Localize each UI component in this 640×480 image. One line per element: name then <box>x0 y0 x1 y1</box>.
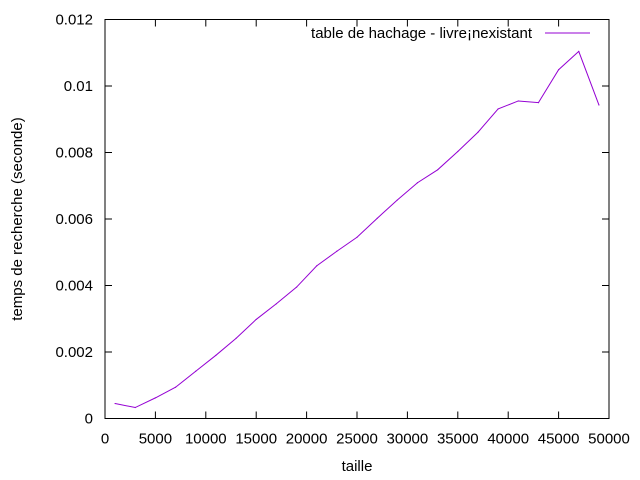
y-tick-label: 0.008 <box>55 145 93 162</box>
x-tick-label: 10000 <box>185 431 227 448</box>
data-point <box>275 303 277 305</box>
series-line <box>114 50 600 409</box>
data-point <box>416 182 419 184</box>
y-axis-label: temps de recherche (seconde) <box>9 117 26 320</box>
data-point <box>215 354 217 356</box>
data-point <box>578 50 580 53</box>
x-tick-label: 45000 <box>538 431 580 448</box>
data-point <box>174 386 177 388</box>
x-tick-label: 35000 <box>437 431 479 448</box>
data-point <box>376 217 378 219</box>
x-tick-label: 5000 <box>139 431 172 448</box>
plot-frame <box>104 19 610 419</box>
x-tick-label: 20000 <box>286 431 328 448</box>
y-tick-label: 0 <box>85 411 93 428</box>
y-tick-label: 0.01 <box>64 78 93 95</box>
data-point <box>336 250 338 252</box>
y-axis-ticks: 0 0.002 0.004 0.006 0.008 0.01 0.012 <box>55 12 609 428</box>
data-point <box>316 265 318 267</box>
data-point <box>537 102 540 104</box>
x-axis-ticks: 0 5000 10000 15000 20000 25000 30000 35000 40000… <box>101 19 630 448</box>
data-point <box>255 318 257 321</box>
data-point <box>477 131 479 133</box>
data-point <box>517 100 519 102</box>
y-tick-label: 0.012 <box>55 12 93 29</box>
data-point <box>396 199 398 201</box>
y-tick-label: 0.004 <box>55 278 93 295</box>
x-axis-label: taille <box>342 458 373 475</box>
data-point <box>154 397 156 399</box>
data-point <box>235 337 237 339</box>
series-layer <box>114 50 600 409</box>
x-tick-label: 50000 <box>588 431 630 448</box>
data-point <box>598 104 600 106</box>
data-point <box>356 236 358 238</box>
data-point <box>497 108 499 110</box>
data-point <box>437 169 439 171</box>
x-tick-label: 40000 <box>487 431 529 448</box>
data-point <box>114 402 116 405</box>
data-point <box>134 406 136 409</box>
x-tick-label: 25000 <box>336 431 378 448</box>
data-point <box>295 286 298 288</box>
legend-label: table de hachage - livre¡nexistant <box>311 25 533 42</box>
legend: table de hachage - livre¡nexistant <box>311 25 590 42</box>
data-point <box>558 69 560 71</box>
x-tick-label: 0 <box>101 431 109 448</box>
y-tick-label: 0.002 <box>55 344 93 361</box>
x-tick-label: 30000 <box>387 431 429 448</box>
y-tick-label: 0.006 <box>55 211 93 228</box>
x-tick-label: 15000 <box>235 431 277 448</box>
data-point <box>457 150 459 153</box>
data-point <box>195 370 197 372</box>
